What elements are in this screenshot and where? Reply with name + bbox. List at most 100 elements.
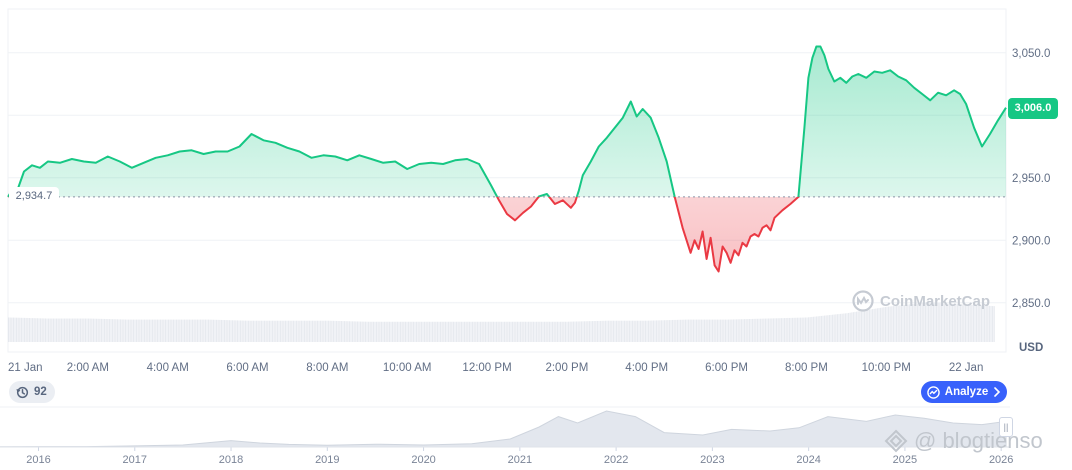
volume-bar — [70, 318, 72, 342]
overlay-text: @ blogtienso — [914, 428, 1043, 453]
volume-bar — [331, 320, 333, 342]
volume-bar — [300, 320, 302, 342]
volume-bar — [489, 321, 491, 342]
history-button[interactable]: 92 — [9, 381, 55, 403]
volume-bar — [406, 321, 408, 342]
volume-bar — [604, 320, 606, 342]
volume-bar — [638, 320, 640, 342]
volume-bar — [771, 318, 773, 342]
volume-bar — [790, 317, 792, 342]
volume-bar — [662, 320, 664, 342]
volume-bar — [633, 320, 635, 342]
volume-bar — [710, 319, 712, 342]
volume-bar — [632, 320, 634, 342]
volume-bar — [302, 320, 304, 342]
volume-bar — [424, 321, 426, 342]
volume-bar — [568, 321, 570, 342]
volume-bar — [217, 319, 219, 342]
volume-bar — [926, 302, 928, 342]
analyze-label: Analyze — [944, 386, 989, 398]
volume-bar — [990, 305, 992, 342]
volume-bar — [713, 319, 715, 342]
volume-bar — [801, 317, 803, 342]
volume-bar — [684, 319, 686, 342]
coinmarketcap-watermark: CoinMarketCap — [852, 290, 990, 312]
volume-bar — [131, 319, 133, 342]
volume-bar — [979, 305, 981, 342]
volume-bar — [944, 303, 946, 342]
volume-bar — [590, 321, 592, 342]
range-slider-handle[interactable]: || — [999, 417, 1013, 437]
volume-bar — [878, 308, 880, 342]
history-icon — [16, 386, 29, 399]
analyze-button[interactable]: Analyze — [921, 381, 1007, 403]
volume-bar — [910, 304, 912, 342]
volume-bar — [601, 320, 603, 342]
volume-bar — [643, 320, 645, 342]
volume-bar — [427, 321, 429, 342]
volume-bar — [753, 318, 755, 342]
volume-bar — [440, 321, 442, 342]
volume-bar — [872, 309, 874, 342]
volume-bar — [241, 320, 243, 342]
volume-bar — [348, 321, 350, 342]
volume-bar — [739, 319, 741, 342]
volume-bar — [449, 321, 451, 342]
volume-bar — [542, 321, 544, 342]
volume-bar — [635, 320, 637, 342]
volume-bar — [161, 319, 163, 342]
volume-bar — [755, 318, 757, 342]
volume-bar — [552, 321, 554, 342]
volume-bar — [150, 319, 152, 342]
volume-bar — [704, 319, 706, 342]
volume-bar — [708, 319, 710, 342]
volume-bar — [513, 321, 515, 342]
volume-bar — [244, 320, 246, 342]
volume-bar — [294, 320, 296, 342]
volume-bar — [91, 318, 93, 342]
volume-bar — [656, 320, 658, 342]
volume-bar — [670, 320, 672, 342]
analyze-icon — [926, 385, 940, 399]
volume-bar — [488, 321, 490, 342]
volume-bar — [819, 316, 821, 342]
volume-bar — [827, 315, 829, 342]
volume-bar — [347, 321, 349, 342]
volume-bar — [569, 321, 571, 342]
volume-bar — [515, 321, 517, 342]
volume-bar — [729, 319, 731, 342]
volume-bar — [683, 319, 685, 342]
volume-bar — [699, 319, 701, 342]
volume-bar — [64, 318, 66, 342]
volume-bar — [392, 321, 394, 342]
volume-bar — [750, 318, 752, 342]
volume-bar — [976, 305, 978, 342]
volume-bar — [859, 311, 861, 342]
volume-bar — [283, 320, 285, 342]
volume-bar — [862, 310, 864, 342]
volume-bar — [46, 318, 48, 342]
volume-bar — [518, 321, 520, 342]
volume-bar — [627, 320, 629, 342]
volume-bar — [952, 303, 954, 342]
x-tick-label: 22 Jan — [949, 362, 984, 374]
volume-bar — [561, 321, 563, 342]
volume-bar — [494, 321, 496, 342]
volume-bar — [646, 320, 648, 342]
volume-bar — [966, 304, 968, 342]
volume-bar — [918, 303, 920, 342]
volume-bar — [793, 317, 795, 342]
volume-bar — [896, 305, 898, 342]
volume-bar — [641, 320, 643, 342]
volume-bar — [873, 308, 875, 342]
volume-bar — [164, 319, 166, 342]
volume-bar — [760, 318, 762, 342]
volume-bar — [654, 320, 656, 342]
volume-bar — [814, 316, 816, 342]
volume-bar — [788, 317, 790, 342]
volume-bar — [316, 320, 318, 342]
volume-bar — [60, 318, 62, 342]
volume-bar — [240, 320, 242, 342]
volume-bar — [600, 320, 602, 342]
